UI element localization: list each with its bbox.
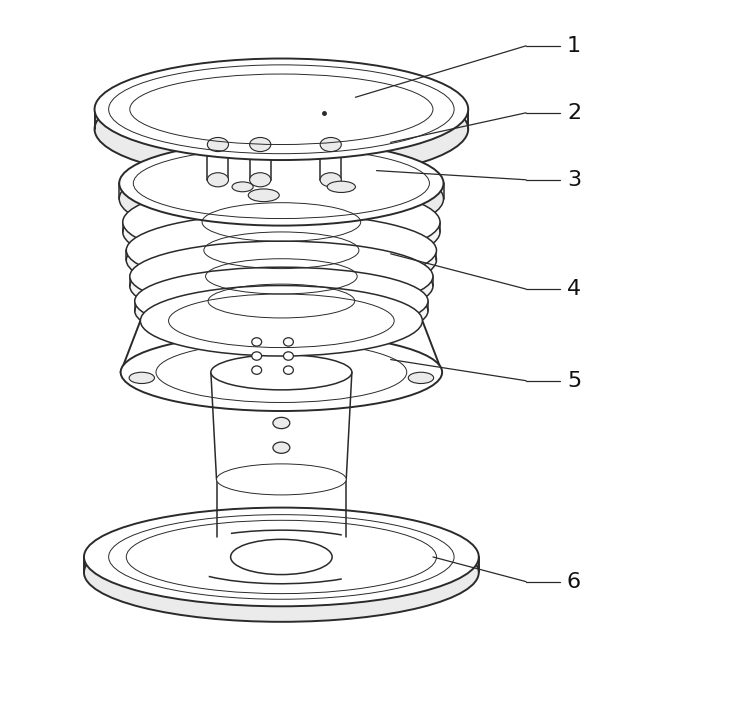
Ellipse shape bbox=[250, 137, 270, 152]
Text: 3: 3 bbox=[567, 170, 581, 190]
Ellipse shape bbox=[123, 183, 440, 261]
Bar bbox=[320, 145, 341, 180]
Ellipse shape bbox=[284, 352, 293, 360]
Ellipse shape bbox=[232, 182, 253, 192]
Ellipse shape bbox=[119, 157, 443, 241]
Text: 4: 4 bbox=[567, 279, 581, 299]
Ellipse shape bbox=[250, 173, 270, 187]
Ellipse shape bbox=[327, 181, 355, 192]
Ellipse shape bbox=[252, 366, 262, 374]
Ellipse shape bbox=[134, 277, 428, 345]
Ellipse shape bbox=[273, 442, 290, 453]
Ellipse shape bbox=[130, 251, 433, 321]
Ellipse shape bbox=[208, 173, 228, 187]
Ellipse shape bbox=[217, 464, 347, 495]
Text: 1: 1 bbox=[567, 36, 581, 56]
Ellipse shape bbox=[126, 223, 437, 297]
Ellipse shape bbox=[140, 286, 423, 356]
Ellipse shape bbox=[252, 352, 262, 360]
Ellipse shape bbox=[208, 137, 228, 152]
Text: 5: 5 bbox=[567, 371, 581, 391]
Ellipse shape bbox=[95, 78, 469, 180]
Ellipse shape bbox=[211, 355, 352, 390]
Ellipse shape bbox=[126, 214, 437, 287]
Ellipse shape bbox=[84, 508, 479, 606]
Ellipse shape bbox=[320, 137, 341, 152]
Ellipse shape bbox=[130, 241, 433, 312]
Text: 2: 2 bbox=[567, 103, 581, 123]
Bar bbox=[208, 145, 228, 180]
Ellipse shape bbox=[119, 141, 443, 226]
Ellipse shape bbox=[120, 333, 442, 411]
Ellipse shape bbox=[231, 539, 332, 575]
Ellipse shape bbox=[123, 193, 440, 271]
Ellipse shape bbox=[320, 173, 341, 187]
Ellipse shape bbox=[252, 338, 262, 346]
Ellipse shape bbox=[284, 338, 293, 346]
Ellipse shape bbox=[134, 267, 428, 335]
Text: 6: 6 bbox=[567, 572, 581, 591]
Ellipse shape bbox=[284, 366, 293, 374]
Ellipse shape bbox=[408, 372, 434, 384]
Ellipse shape bbox=[95, 59, 469, 160]
Ellipse shape bbox=[273, 417, 290, 429]
Ellipse shape bbox=[248, 189, 279, 202]
Ellipse shape bbox=[84, 523, 479, 622]
Ellipse shape bbox=[129, 372, 154, 384]
Bar bbox=[250, 145, 270, 180]
